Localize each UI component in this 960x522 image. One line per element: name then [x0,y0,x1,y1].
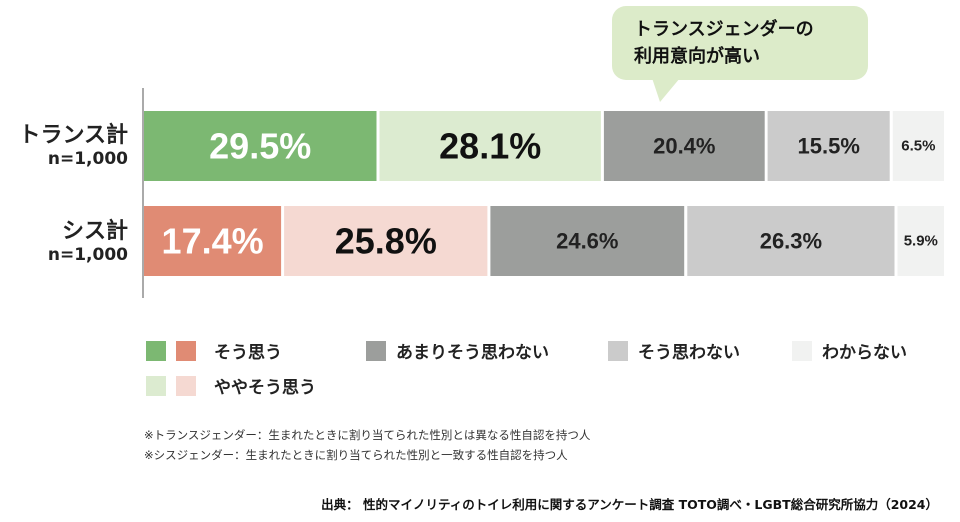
row-label-trans: トランス計 n=1,000 [18,124,128,170]
bar-value-label: 5.9% [904,233,938,250]
bar-segment [379,111,601,181]
row-label-cis: シス計 n=1,000 [48,220,128,266]
legend-label-agree: そう思う [214,343,282,363]
bar-value-label: 20.4% [653,134,715,159]
row-n-cis: n=1,000 [47,245,128,265]
bar-value-label: 17.4% [162,221,264,262]
legend-label-dont-know: わからない [822,343,907,363]
bar-value-label: 26.3% [760,229,822,254]
legend-swatch-trans-agree [146,340,166,361]
legend-not-really: あまりそう思わない [366,338,549,363]
bar-segment [767,111,890,181]
legend-label-somewhat-agree: ややそう思う [214,378,316,398]
legend-label-not-really: あまりそう思わない [396,343,549,363]
bar-segment [144,111,377,181]
legend-somewhat-agree: ややそう思う [146,373,316,398]
legend-dont-know: わからない [792,338,907,363]
bar-value-label: 28.1% [439,126,541,167]
bar-segment [284,206,488,276]
bar-segment [892,111,944,181]
source-credit: 出典： 性的マイノリティのトイレ利用に関するアンケート調査 TOTO調べ・LGB… [321,497,938,512]
legend-swatch-trans-somewhat [146,375,166,396]
row-name-trans: トランス計 [18,123,128,148]
bar-segment [687,206,895,276]
legend-swatch-cis-somewhat [176,375,196,396]
callout-bubble: トランスジェンダーの 利用意向が高い [612,6,868,80]
callout-text: トランスジェンダーの 利用意向が高い [634,19,814,67]
callout-tail [652,78,680,102]
bar-value-label: 29.5% [209,126,311,167]
footnote-cis: ※シスジェンダー：生まれたときに割り当てられた性別と一致する性自認を持つ人 [144,448,568,462]
bar-segment [490,206,685,276]
legend-swatch-disagree [608,340,628,361]
bar-value-label: 15.5% [798,134,860,159]
row-n-trans: n=1,000 [47,149,128,169]
legend-disagree: そう思わない [608,338,740,363]
footnote-trans: ※トランスジェンダー：生まれたときに割り当てられた性別とは異なる性自認を持つ人 [144,428,591,442]
row-name-cis: シス計 [61,219,128,244]
bar-value-label: 24.6% [556,229,618,254]
legend-swatch-cis-agree [176,340,196,361]
legend-swatch-dont-know [792,340,812,361]
legend-agree: そう思う [146,338,282,363]
bar-segment [897,206,944,276]
legend-label-disagree: そう思わない [638,343,740,363]
bar-value-label: 25.8% [335,221,437,262]
legend-swatch-not-really [366,340,386,361]
bar-segment [144,206,282,276]
bar-segment [603,111,765,181]
bar-value-label: 6.5% [901,138,935,155]
